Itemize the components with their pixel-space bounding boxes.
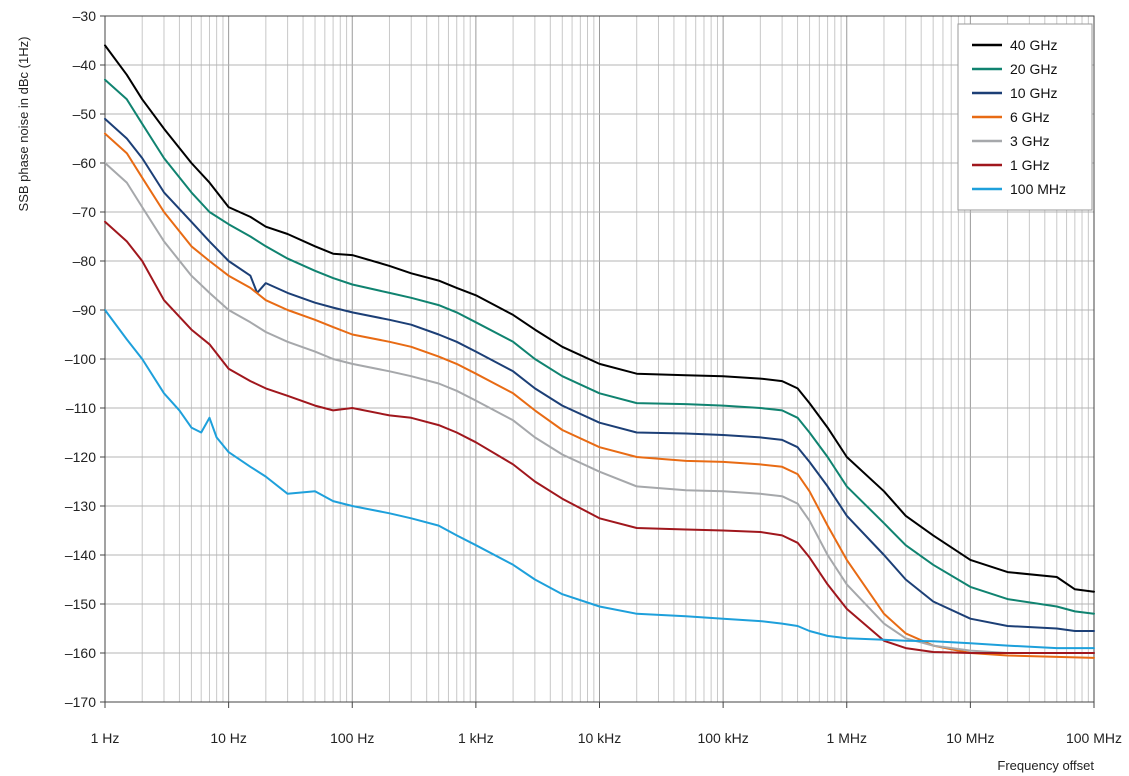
x-tick-label: 10 Hz (210, 730, 247, 746)
grid (104, 15, 1095, 703)
legend-label: 10 GHz (1010, 85, 1057, 101)
series-line-3 (104, 132, 1095, 659)
x-tick-label: 1 Hz (91, 730, 120, 746)
y-tick-label: –100 (65, 351, 96, 367)
x-tick-label: 100 kHz (697, 730, 748, 746)
y-tick-label: –110 (66, 400, 96, 416)
legend-label: 100 MHz (1010, 181, 1066, 197)
series-lines (104, 44, 1095, 659)
series-line-1 (104, 78, 1095, 615)
series-line-5 (104, 220, 1095, 654)
y-tick-label: –150 (65, 596, 96, 612)
legend-label: 3 GHz (1010, 133, 1050, 149)
x-axis-title: Frequency offset (997, 758, 1094, 773)
y-tick-label: –30 (73, 8, 97, 24)
y-tick-label: –40 (73, 57, 97, 73)
y-tick-label: –170 (65, 694, 96, 710)
y-tick-label: –160 (65, 645, 96, 661)
y-axis-ticks: –30 –40 –50 –60 –70 –80 –90 –100 –110 –120 –130 –14… (65, 8, 105, 710)
x-tick-label: 1 MHz (827, 730, 867, 746)
series-line-4 (104, 162, 1095, 654)
legend-label: 40 GHz (1010, 37, 1057, 53)
series-line-6 (104, 309, 1095, 650)
legend-label: 20 GHz (1010, 61, 1057, 77)
y-tick-label: –120 (65, 449, 96, 465)
y-tick-label: –90 (73, 302, 97, 318)
series-line-0 (104, 44, 1095, 593)
x-axis-ticks: 1 Hz 10 Hz 100 Hz 1 kHz 10 kHz 100 kHz 1 MHz 10… (91, 702, 1122, 746)
y-tick-label: –70 (73, 204, 97, 220)
x-tick-label: 10 MHz (946, 730, 994, 746)
y-tick-label: –140 (65, 547, 96, 563)
legend-label: 6 GHz (1010, 109, 1050, 125)
y-axis-title: SSB phase noise in dBc (1Hz) (16, 37, 31, 212)
x-tick-label: 1 kHz (458, 730, 494, 746)
x-tick-label: 100 MHz (1066, 730, 1122, 746)
legend: 40 GHz 20 GHz 10 GHz 6 GHz 3 GHz 1 GHz 100 MHz (957, 23, 1093, 211)
x-tick-label: 10 kHz (578, 730, 622, 746)
y-tick-label: –60 (73, 155, 97, 171)
legend-label: 1 GHz (1010, 157, 1050, 173)
series-line-2 (104, 117, 1095, 632)
y-tick-label: –130 (65, 498, 96, 514)
x-tick-label: 100 Hz (330, 730, 374, 746)
y-tick-label: –80 (73, 253, 97, 269)
y-tick-label: –50 (73, 106, 97, 122)
